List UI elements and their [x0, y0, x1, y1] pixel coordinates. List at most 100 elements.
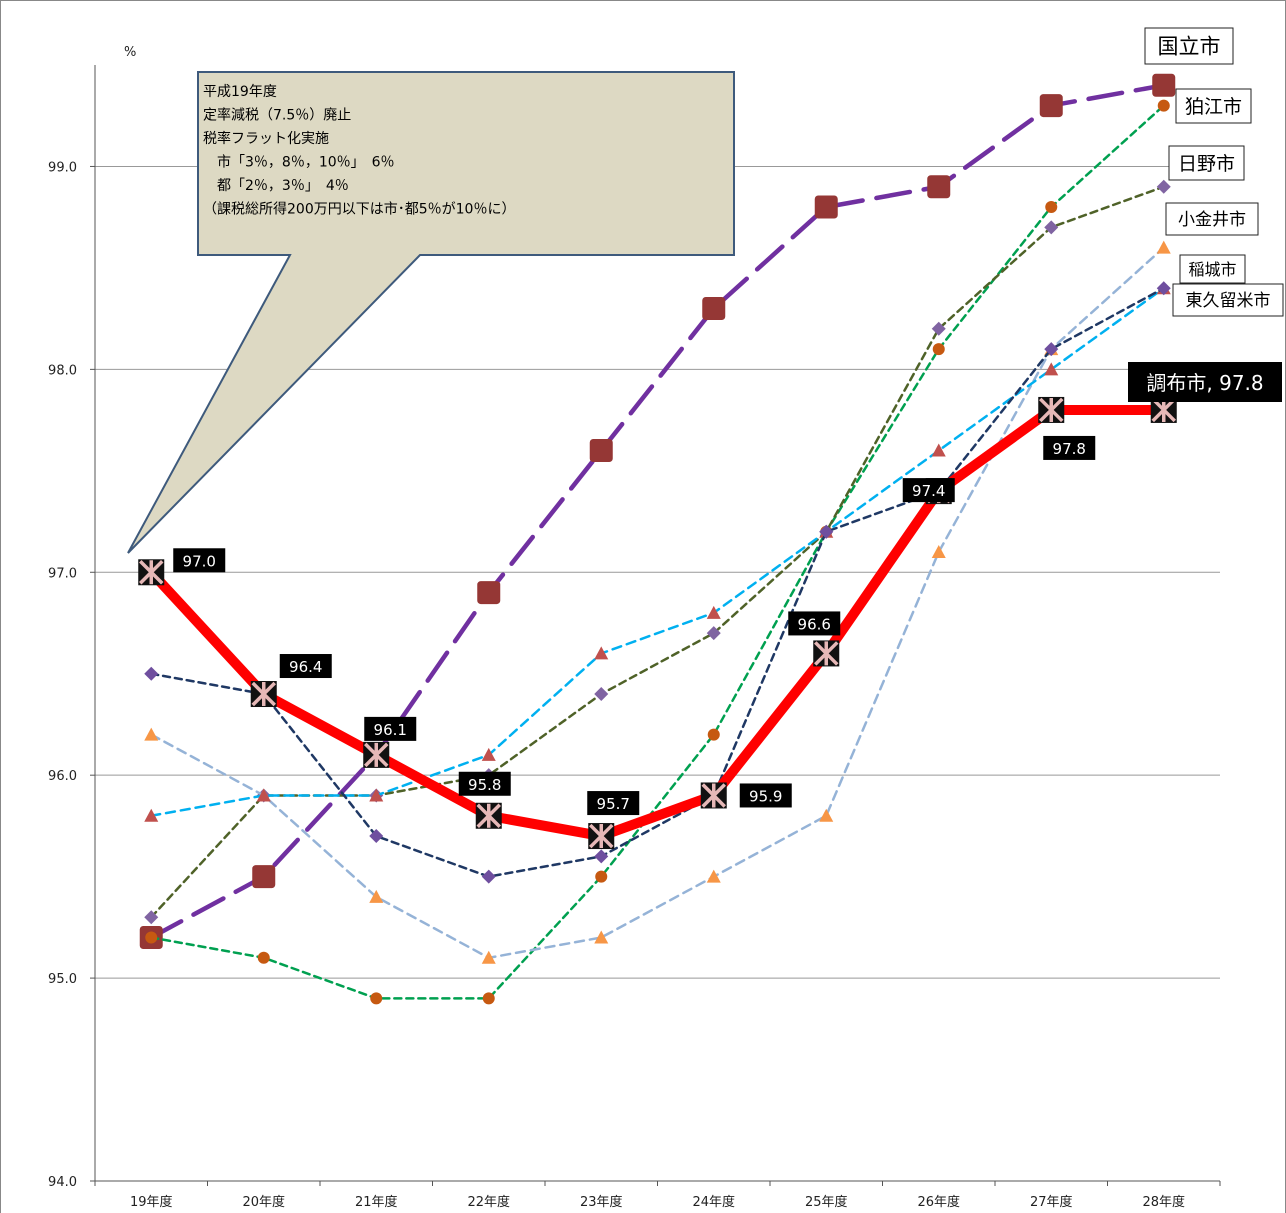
data-labels-layer: 97.0 96.4 96.1 95.8 95.7 95.9 96.6 97.4 97.8 [173, 435, 1096, 816]
data-point [594, 646, 609, 660]
x-tick-label: 23年度 [580, 1194, 623, 1210]
data-point [144, 666, 159, 681]
data-point [814, 195, 838, 219]
data-point [1156, 240, 1171, 254]
series-line [150, 286, 1165, 878]
data-point [931, 544, 946, 558]
series-name-text: 国立市 [1158, 35, 1221, 59]
data-label-text: 96.6 [798, 615, 831, 633]
data-point [481, 950, 496, 964]
data-label-box [739, 783, 792, 808]
series-name-text: 狛江市 [1185, 96, 1242, 118]
data-point [594, 930, 609, 944]
data-point-cross [476, 803, 501, 829]
data-label-box [902, 478, 955, 503]
annotation-line: 都「2％，3％」 4％ [203, 178, 349, 194]
data-point [481, 869, 496, 884]
data-label-text: 97.0 [183, 552, 216, 570]
end-label-text: 調布市, 97.8 [1146, 371, 1263, 395]
series-layer [138, 73, 1177, 1005]
series-name-box [1175, 88, 1252, 124]
series-line [150, 286, 1165, 818]
data-label-box [788, 611, 841, 636]
data-point [369, 829, 384, 844]
series-name-小金井市: 小金井市 [1165, 202, 1259, 236]
data-label-text: 96.4 [289, 658, 322, 676]
data-label: 96.4 [279, 654, 332, 679]
x-tick-label: 22年度 [467, 1194, 510, 1210]
data-label: 97.4 [902, 478, 955, 503]
data-label-box [173, 548, 226, 573]
data-point [144, 808, 159, 822]
y-tick-label: 95.0 [48, 972, 77, 987]
data-point-cross [251, 681, 276, 707]
series-name-東久留米市: 東久留米市 [1172, 283, 1284, 317]
data-point-cross [364, 742, 389, 768]
data-label-text: 96.1 [374, 721, 407, 739]
series-name-text: 小金井市 [1178, 210, 1246, 230]
data-point [481, 747, 496, 761]
data-label: 97.8 [1043, 435, 1096, 460]
data-point [932, 343, 945, 356]
data-point [931, 443, 946, 457]
data-point [819, 808, 834, 822]
x-tick-label: 24年度 [692, 1194, 735, 1210]
y-tick-label: 94.0 [48, 1175, 77, 1190]
series-name-box [1144, 27, 1234, 65]
data-label-text: 97.8 [1053, 440, 1086, 458]
axes: 94.0 95.0 96.0 97.0 98.0 99.0 19年度 20年度 21年度 22年度… [48, 65, 1221, 1210]
series-name-text: 日野市 [1178, 153, 1235, 175]
series-name-box [1172, 283, 1284, 317]
data-point [1157, 99, 1170, 112]
data-point-cross [589, 823, 614, 849]
data-point [595, 870, 608, 883]
series-name-狛江市: 狛江市 [1175, 88, 1252, 124]
series-name-稲城市: 稲城市 [1179, 254, 1246, 284]
data-point [1044, 342, 1059, 357]
data-label-box [458, 771, 511, 796]
annotation-line: 平成19年度 [203, 84, 277, 100]
data-point [1044, 362, 1059, 376]
data-point [1044, 220, 1059, 235]
data-label: 97.0 [173, 548, 226, 573]
data-point [706, 605, 721, 619]
data-label: 96.1 [364, 716, 417, 741]
x-tick-label: 19年度 [130, 1194, 173, 1210]
series-name-text: 東久留米市 [1186, 291, 1271, 311]
data-point [594, 687, 609, 702]
series-name-box [1168, 145, 1245, 181]
data-label: 96.6 [788, 611, 841, 636]
data-point [706, 626, 721, 641]
data-point [256, 788, 271, 802]
end-label: 調布市, 97.8 [1128, 362, 1282, 402]
data-point [257, 951, 270, 964]
data-label-box [587, 791, 640, 816]
x-tick-label: 27年度 [1030, 1194, 1073, 1210]
data-label-box [1043, 435, 1096, 460]
x-tick-label: 26年度 [917, 1194, 960, 1210]
data-label-box [364, 716, 417, 741]
series-line [146, 404, 1169, 842]
series-name-box [1165, 202, 1259, 236]
data-point-cross [814, 641, 839, 666]
series-name-国立市: 国立市 [1144, 27, 1234, 65]
end-label-box [1128, 362, 1282, 402]
data-point [702, 296, 726, 320]
data-point [1156, 179, 1171, 194]
data-point [369, 889, 384, 903]
data-point [145, 931, 158, 944]
y-tick-label: 98.0 [48, 363, 77, 378]
annotation-line: 市「3％，8％，10％」 6％ [203, 154, 395, 171]
series-name-text: 稲城市 [1188, 260, 1236, 279]
y-tick-label: 97.0 [48, 566, 77, 581]
annotation-line: 定率減税（7.5％）廃止 [203, 107, 351, 124]
x-tick-label: 28年度 [1142, 1194, 1185, 1210]
data-point [370, 992, 383, 1005]
data-point [1152, 73, 1176, 97]
y-tick-label: 96.0 [48, 769, 77, 784]
data-point [1045, 201, 1058, 214]
x-tick-label: 20年度 [242, 1194, 285, 1210]
series-line [149, 83, 1166, 940]
